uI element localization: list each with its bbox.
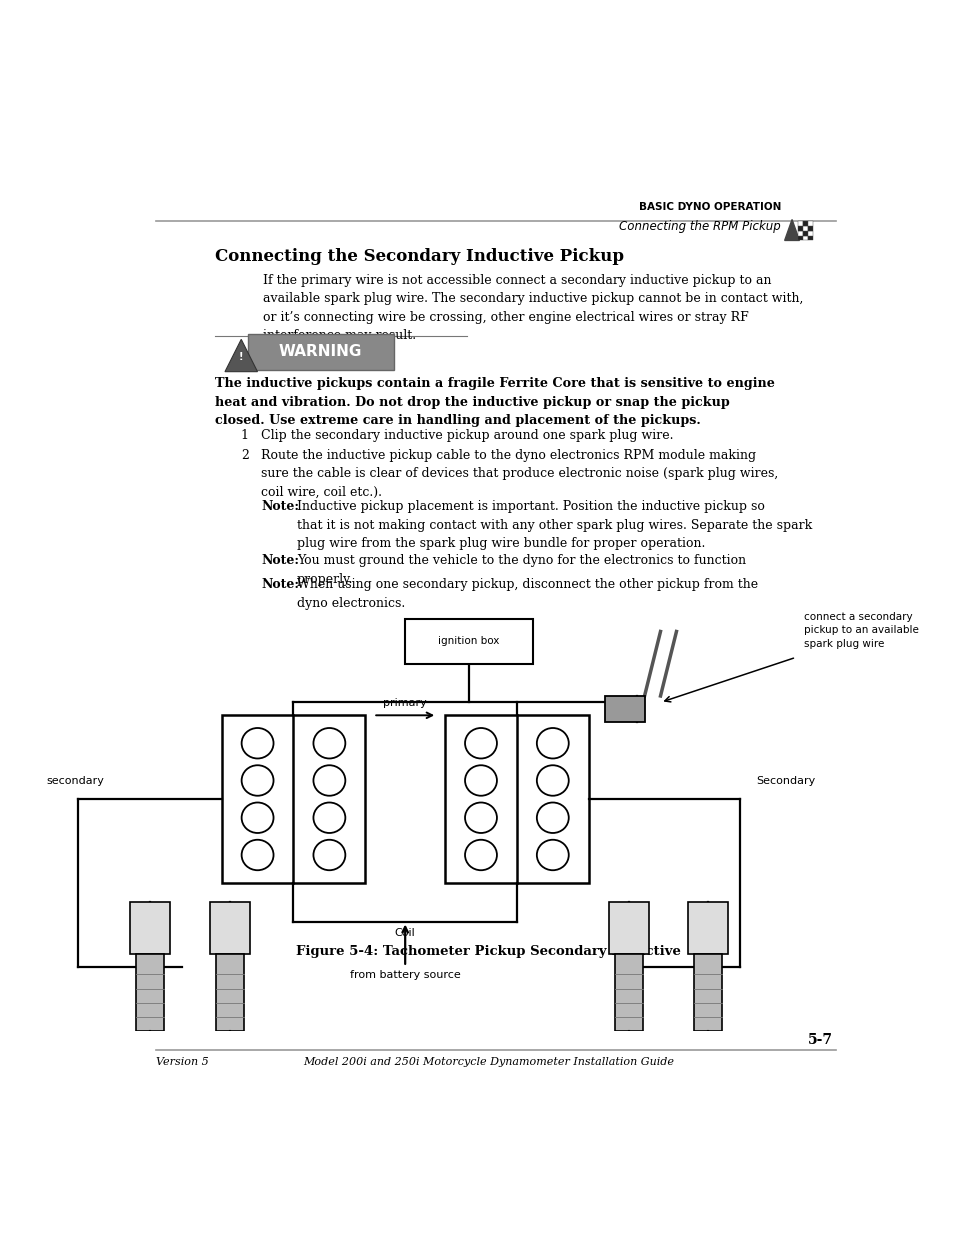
Bar [797, 236, 802, 241]
Bar [604, 697, 644, 721]
Text: Connecting the Secondary Inductive Pickup: Connecting the Secondary Inductive Picku… [215, 248, 623, 266]
Bar [802, 226, 807, 231]
Bar [802, 221, 807, 226]
Text: Note:: Note: [261, 578, 299, 592]
Text: When using one secondary pickup, disconnect the other pickup from the
dyno elect: When using one secondary pickup, disconn… [296, 578, 757, 610]
Text: !: ! [239, 352, 243, 362]
Text: Version 5: Version 5 [156, 1057, 209, 1067]
Bar [807, 221, 813, 226]
Bar [210, 903, 250, 953]
Text: Note:: Note: [261, 555, 299, 567]
Polygon shape [225, 340, 257, 372]
Text: Coil: Coil [395, 927, 416, 939]
Bar [135, 953, 164, 1031]
Bar [215, 953, 243, 1031]
Text: Figure 5-4: Tachometer Pickup Secondary Inductive: Figure 5-4: Tachometer Pickup Secondary … [296, 945, 680, 958]
Bar [221, 715, 365, 883]
Text: ignition box: ignition box [437, 636, 499, 646]
Text: Route the inductive pickup cable to the dyno electronics RPM module making
sure : Route the inductive pickup cable to the … [261, 448, 778, 499]
Text: 5-7: 5-7 [807, 1032, 832, 1047]
Bar [797, 231, 802, 236]
Bar [797, 221, 802, 226]
Bar [802, 236, 807, 241]
Text: WARNING: WARNING [278, 345, 361, 359]
Bar [445, 715, 588, 883]
Bar [130, 903, 170, 953]
Text: You must ground the vehicle to the dyno for the electronics to function
properly: You must ground the vehicle to the dyno … [296, 555, 745, 585]
Bar [807, 236, 813, 241]
Text: connect a secondary
pickup to an available
spark plug wire: connect a secondary pickup to an availab… [803, 613, 918, 648]
Text: secondary: secondary [46, 777, 104, 787]
Text: Inductive pickup placement is important. Position the inductive pickup so
that i: Inductive pickup placement is important.… [296, 500, 811, 550]
Bar [614, 953, 642, 1031]
Text: 2: 2 [240, 448, 249, 462]
Text: BASIC DYNO OPERATION: BASIC DYNO OPERATION [638, 201, 781, 212]
Bar [807, 226, 813, 231]
Bar [802, 231, 807, 236]
Text: Clip the secondary inductive pickup around one spark plug wire.: Clip the secondary inductive pickup arou… [261, 429, 673, 442]
Text: If the primary wire is not accessible connect a secondary inductive pickup to an: If the primary wire is not accessible co… [263, 274, 803, 342]
Text: Connecting the RPM Pickup: Connecting the RPM Pickup [618, 221, 781, 233]
Bar [797, 226, 802, 231]
Polygon shape [783, 220, 799, 241]
Text: Model 200i and 250i Motorcycle Dynamometer Installation Guide: Model 200i and 250i Motorcycle Dynamomet… [303, 1057, 674, 1067]
Bar [694, 953, 721, 1031]
Bar [807, 231, 813, 236]
Bar [688, 903, 727, 953]
Bar [405, 619, 533, 663]
Text: primary: primary [383, 698, 427, 708]
Text: The inductive pickups contain a fragile Ferrite Core that is sensitive to engine: The inductive pickups contain a fragile … [215, 378, 775, 427]
Text: Secondary: Secondary [756, 777, 815, 787]
FancyBboxPatch shape [248, 333, 394, 369]
Text: Note:: Note: [261, 500, 299, 513]
Text: 1: 1 [240, 429, 249, 442]
Bar [608, 903, 648, 953]
Text: from battery source: from battery source [350, 969, 460, 981]
